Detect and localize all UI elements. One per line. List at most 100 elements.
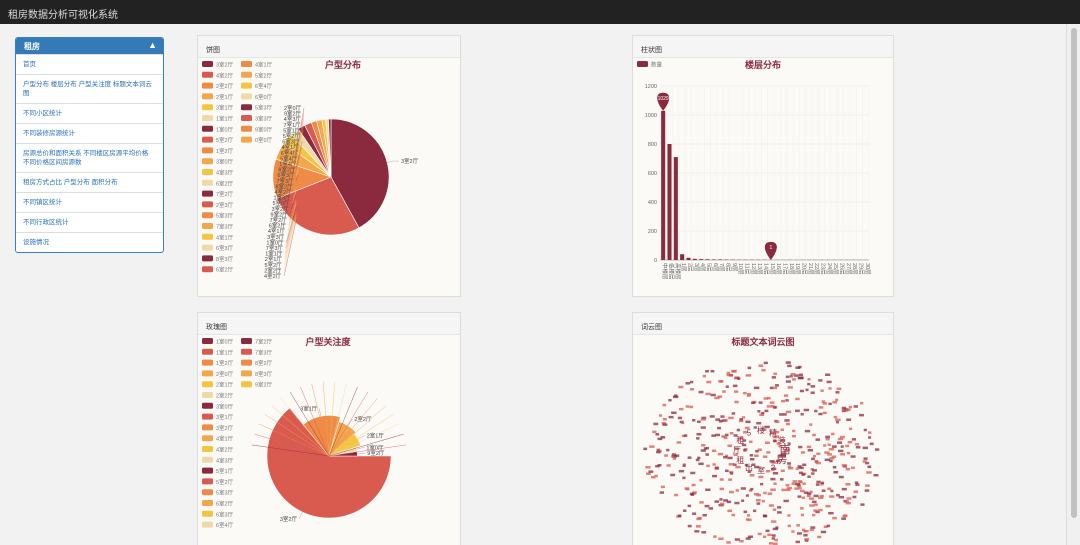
marker-pin [764,241,777,260]
word-mark [772,508,777,511]
word-mark [798,481,803,484]
legend-swatch [202,223,213,229]
word-mark [685,382,691,385]
word-mark [718,379,724,383]
sidebar-item-community[interactable]: 不同小区统计 [16,103,163,123]
word-mark [868,436,872,439]
word-mark [696,432,702,436]
word-mark [714,396,720,400]
leader-line [285,210,297,254]
rose-chart[interactable]: 户型关注度 1室0厅 1室1厅 1室2厅 2室0厅 2室1厅 2室2厅 3室0厅 3室1厅 3室2… [198,335,460,545]
sidebar-item-decoration[interactable]: 不同装修房源统计 [16,123,163,143]
sidebar-item-home[interactable]: 首页 [16,54,163,74]
word-mark [717,426,722,430]
leader-line [296,147,302,170]
legend-label: 1室1厅 [216,115,234,123]
slice-label: 1室4厅 [279,160,297,168]
word-mark [771,467,777,471]
word-mark [731,370,737,373]
word-mark [809,504,815,507]
word-mark [774,435,780,438]
sidebar-item-price-area[interactable]: 房源总价和面积关系 不同楼区房源平均价格 不同价格区间房源数 [16,143,163,172]
scrollbar-thumb[interactable] [1071,28,1077,518]
word-mark [751,463,756,466]
word-mark [785,410,792,414]
word-mark [743,510,748,514]
word-mark [803,534,808,537]
word-mark [758,401,763,404]
word-mark [692,419,696,422]
word-mark [692,512,697,515]
legend-swatch [202,510,213,517]
word-mark [818,406,824,409]
wordcloud-chart[interactable]: 标题文本词云图南房2室出租厅租5 楼精装 [633,335,893,545]
word-mark [784,448,790,452]
legend-swatch [202,147,213,154]
word-mark [855,445,861,449]
word-mark [823,525,828,529]
sidebar-item-district[interactable]: 不同行政区统计 [16,212,163,232]
slice-label: 2室1厅 [265,255,283,263]
word-mark [764,441,770,444]
word-mark [766,451,771,454]
word: 租 [736,456,744,465]
sidebar-item-facilities[interactable]: 设施情况 [16,232,163,252]
word-mark [811,472,815,475]
word-mark [813,509,818,512]
word-mark [649,445,655,448]
word-mark [658,414,663,417]
chevron-up-icon[interactable]: ▲ [148,40,157,50]
word-mark [785,375,790,379]
leader-line [319,408,322,417]
word-mark [781,452,787,455]
word-mark [743,391,747,395]
leader-line [296,107,305,154]
app-title[interactable]: 租房数据分析可视化系统 [8,10,118,21]
word-mark [687,524,692,528]
word-mark [682,509,687,512]
slice-label: 9室2厅 [271,210,289,218]
word-mark [787,442,791,445]
x-tick-label: 4层 [699,263,706,272]
legend-label: 3室0厅 [216,402,234,410]
legend-label: 8室3厅 [255,370,273,378]
word-mark [772,386,778,390]
word-mark [797,365,802,369]
leader-line [264,414,330,457]
word-mark [739,539,744,543]
sidebar-header[interactable]: 租房 ▲ [16,38,163,54]
bar-chart[interactable]: 楼层分布 数量 0 200 400 600 800 1000 1200 中楼层 低楼层 高楼层 1层 2层… [633,58,893,296]
slice-label: 9室2厅 [367,449,385,457]
leader-line [328,383,347,457]
word-mark [705,392,711,396]
word-mark [773,372,778,376]
word-mark [761,368,766,372]
leader-line [295,184,297,187]
x-tick-label: 3层 [693,263,700,272]
word-mark [824,458,831,462]
word-mark [770,431,775,435]
legend-swatch [202,392,213,398]
word-mark [719,478,724,481]
legend-swatch [202,125,213,132]
word-mark [762,535,767,539]
word-mark [701,444,706,447]
sidebar-item-town[interactable]: 不同镇区统计 [16,192,163,212]
legend-swatch [202,521,213,528]
slice-label: 6室3厅 [282,138,300,146]
word-mark [698,390,704,394]
page-scrollbar[interactable] [1066,24,1080,545]
legend-label: 3室1厅 [216,104,234,112]
word-mark [764,409,769,413]
slice-label: 4室2厅 [264,272,282,280]
word-mark [849,427,853,431]
word-mark [655,464,660,468]
sidebar-item-layout-floor[interactable]: 户型分布 楼层分布 户型关注度 标题文本词云图 [16,74,163,103]
sidebar-item-rent-type[interactable]: 租房方式占比 户型分布 面积分布 [16,172,163,192]
x-tick-label: 20层 [801,263,808,275]
word-mark [666,464,671,467]
word-mark [671,453,677,456]
leader-line [287,202,297,232]
pie-chart[interactable]: 户型分布3室2厅4室2厅2室2厅2室1厅3室1厅1室1厅1室0厅5室2厅1室2厅… [198,58,460,296]
legend-swatch [241,136,252,143]
